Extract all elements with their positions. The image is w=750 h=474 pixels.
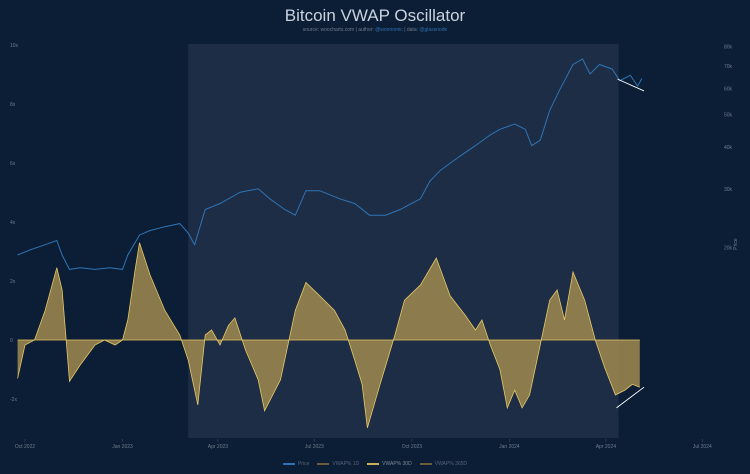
legend: Price VWAP% 1D VWAP% 30D VWAP% 365D [0,461,750,467]
highlight-band [188,44,619,438]
y-right-tick-label: 70k [724,64,733,70]
author-link[interactable]: @woonomic [375,27,403,33]
y-left-tick-label: 8x [10,102,16,108]
y-right-tick-label: 50k [724,113,733,119]
y-right-tick-label: 80k [724,45,733,51]
y-left-tick-label: 6x [10,161,16,167]
y-right-tick-label: 20k [724,246,733,252]
price-line [17,58,643,270]
data-link[interactable]: @glassnode [419,27,448,33]
legend-item-vwap-30d[interactable]: VWAP% 30D [367,461,412,467]
legend-label: VWAP% 365D [434,461,468,467]
data-label: | data: [404,27,418,33]
y-right-tick-label: 60k [724,86,733,92]
legend-swatch [367,463,380,465]
oscillator-area [17,242,640,428]
x-tick-label: Jan 2023 [112,444,133,450]
y-right-tick-label: 40k [724,145,733,151]
y-right-tick-label: 30k [724,187,733,193]
legend-item-vwap-365d[interactable]: VWAP% 365D [419,461,468,467]
legend-swatch [317,463,330,465]
legend-label: Price [297,461,310,467]
source-label: source: [302,27,320,33]
y-left-tick-label: 0 [10,338,13,344]
x-tick-label: Oct 2022 [15,444,36,450]
trendline-price [617,78,645,92]
y-left-tick-label: 2x [10,279,16,285]
chart-subtitle: source: woocharts.com | author: @woonomi… [0,27,750,33]
legend-item-price[interactable]: Price [282,461,310,467]
x-tick-label: Apr 2024 [596,444,617,450]
legend-label: VWAP% 1D [332,461,360,467]
y-left-tick-label: -2x [10,397,17,403]
y-left-tick-label: 10x [10,43,19,49]
author-label: | author: [355,27,374,33]
x-tick-label: Jul 2023 [305,444,324,450]
legend-item-vwap-1d[interactable]: VWAP% 1D [317,461,359,467]
chart-title: Bitcoin VWAP Oscillator [284,6,466,25]
y-right-axis-label: Price [733,238,739,250]
legend-swatch [419,463,432,465]
legend-label: VWAP% 30D [382,461,412,467]
x-tick-label: Oct 2023 [402,444,423,450]
trendline-oscillator [616,386,645,409]
y-left-tick-label: 4x [10,220,16,226]
source-link[interactable]: woocharts.com [320,27,355,33]
legend-swatch [282,463,295,465]
oscillator-line [17,242,640,429]
x-tick-label: Apr 2023 [208,444,229,450]
x-tick-label: Jan 2024 [499,444,520,450]
x-tick-label: Jul 2024 [693,444,712,450]
